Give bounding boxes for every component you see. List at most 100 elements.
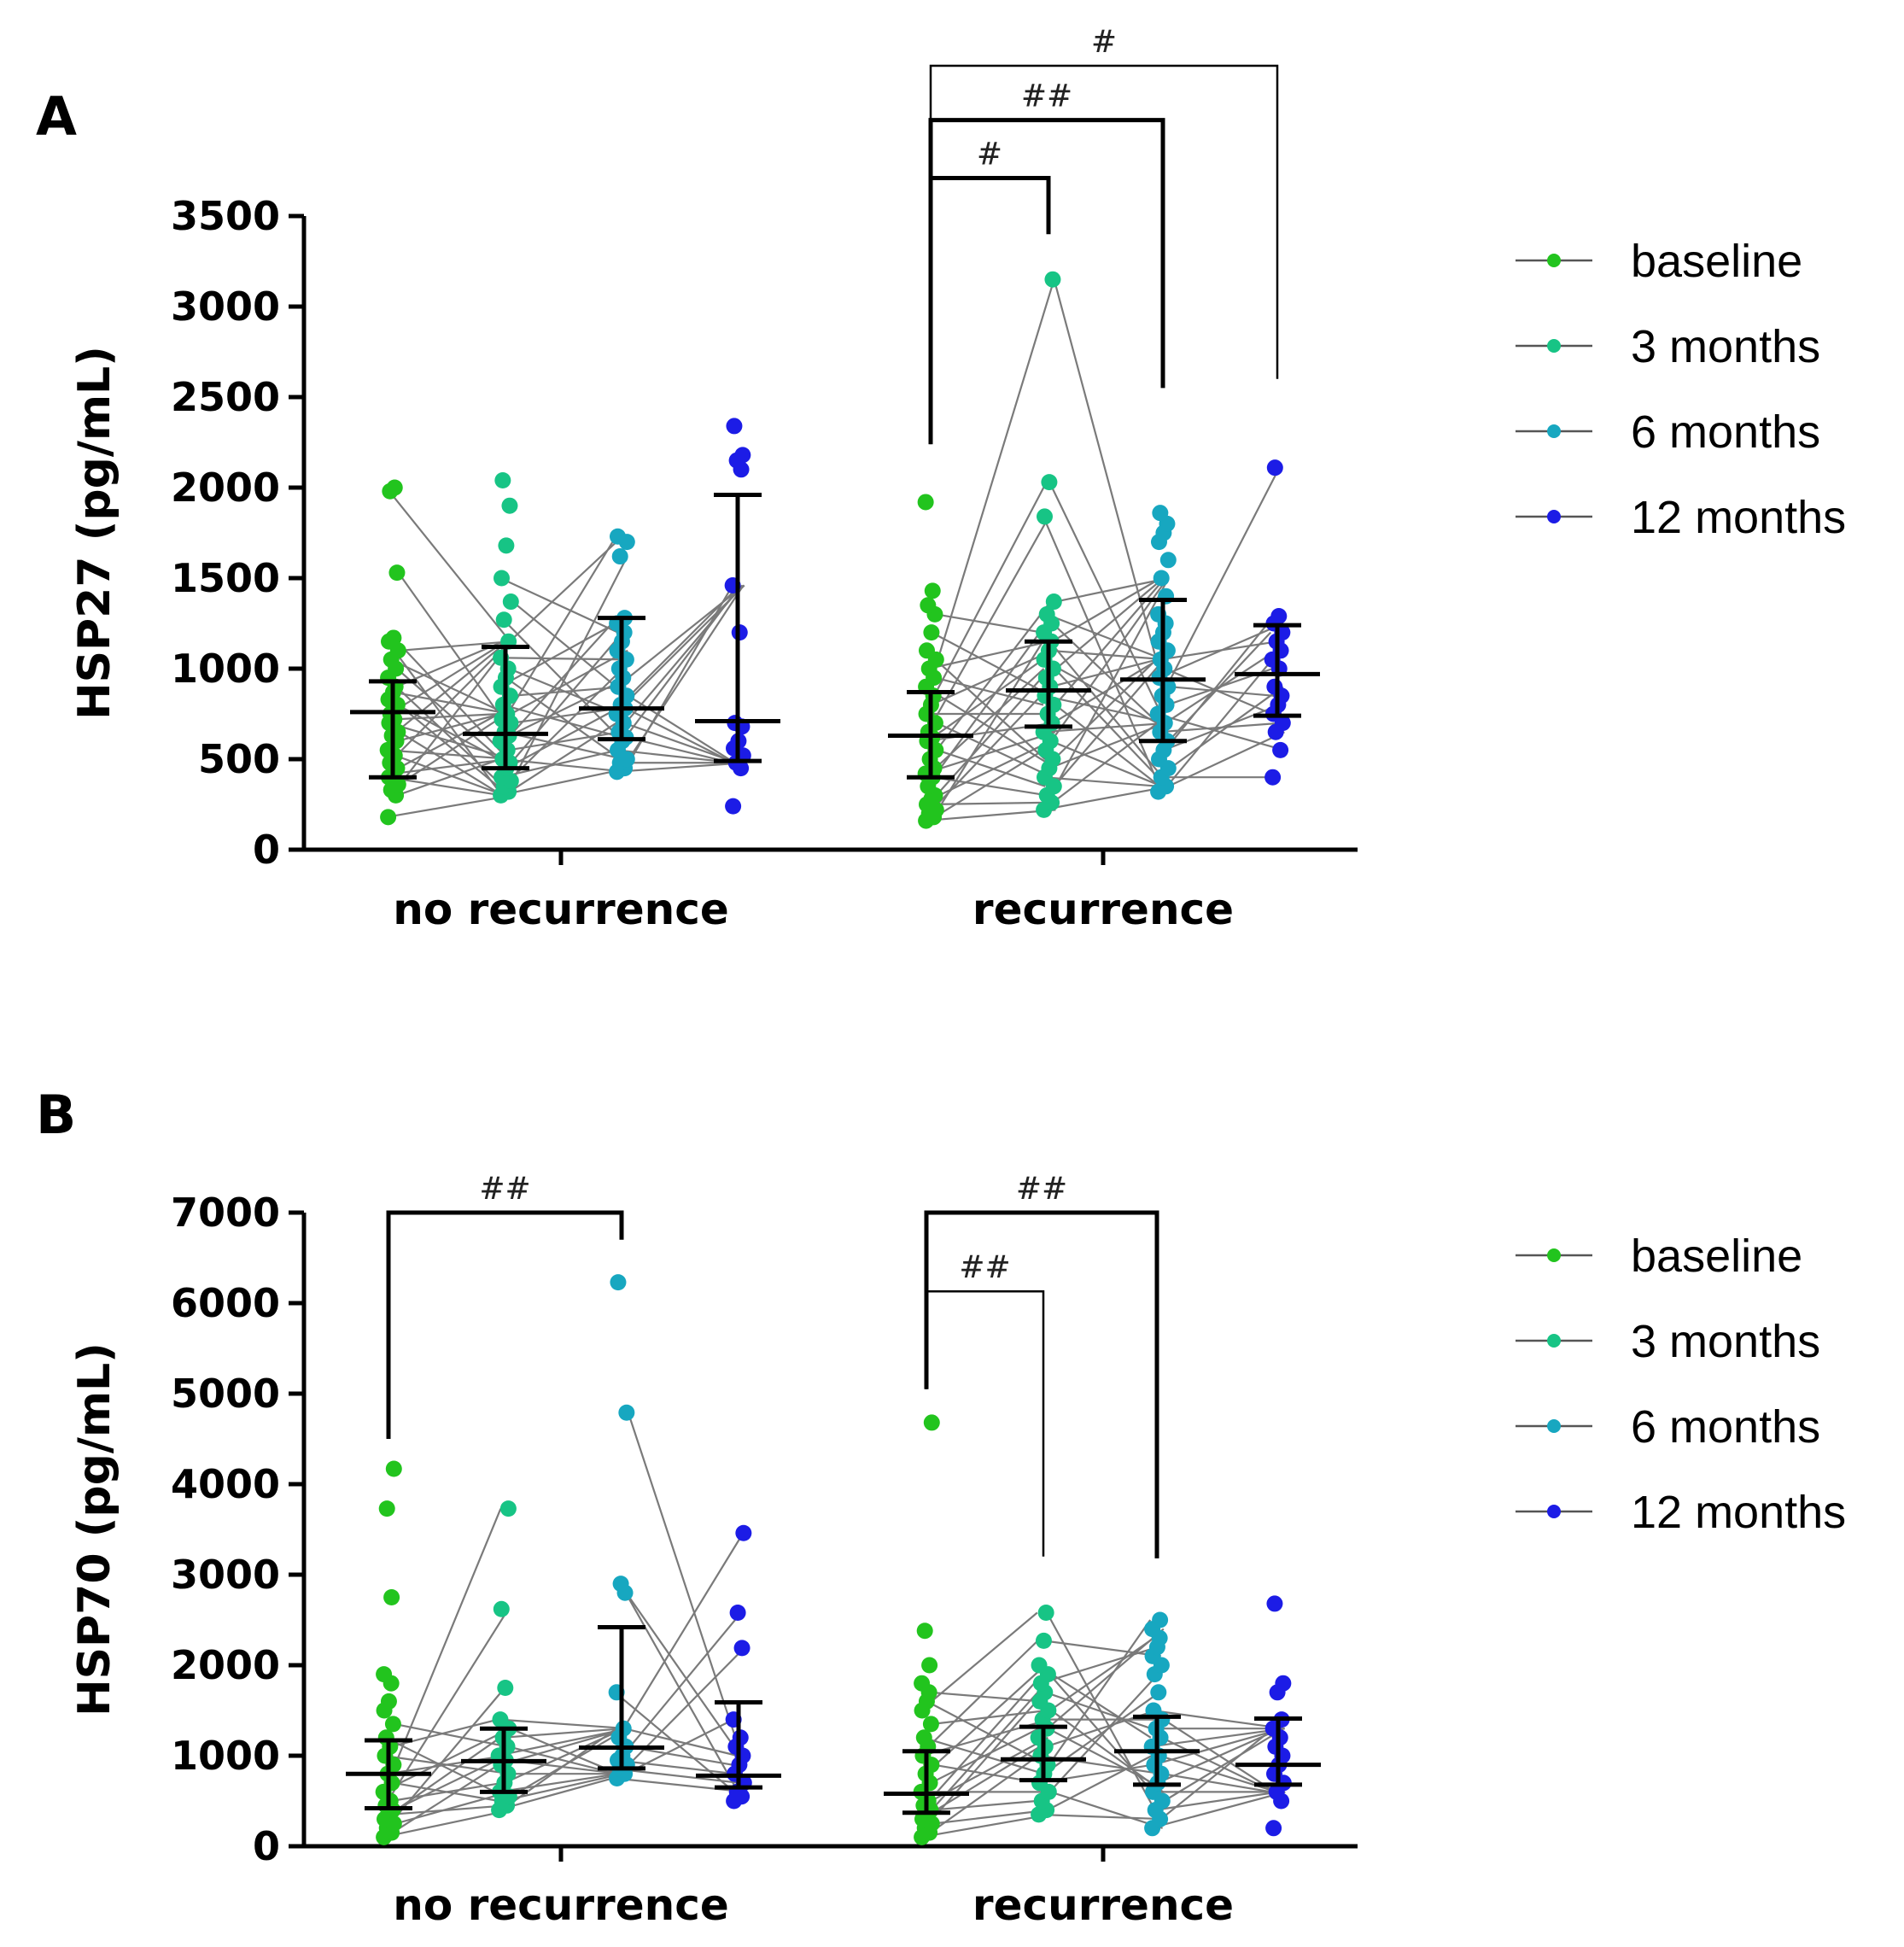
connecting-line bbox=[499, 749, 619, 779]
data-point bbox=[914, 1675, 931, 1692]
connecting-line bbox=[614, 1691, 746, 1802]
data-point bbox=[388, 564, 406, 582]
data-point bbox=[384, 1716, 401, 1733]
data-point bbox=[1037, 508, 1053, 525]
connecting-line bbox=[393, 691, 511, 716]
connecting-line bbox=[1155, 712, 1285, 751]
data-point bbox=[916, 1622, 933, 1640]
data-point bbox=[922, 1716, 939, 1733]
connecting-line bbox=[510, 640, 616, 763]
connecting-line bbox=[926, 516, 1050, 733]
data-point bbox=[385, 629, 402, 646]
connecting-line bbox=[625, 707, 734, 764]
connecting-line bbox=[509, 617, 618, 737]
connecting-line bbox=[1050, 1791, 1163, 1829]
data-point bbox=[610, 528, 626, 545]
connecting-line bbox=[932, 658, 1044, 739]
connecting-line bbox=[616, 584, 745, 688]
legend-label: 3 months bbox=[1631, 1316, 1820, 1367]
data-point bbox=[921, 1657, 938, 1674]
y-axis-title: HSP70 (pg/mL) bbox=[69, 1342, 120, 1716]
connecting-line bbox=[932, 1799, 1037, 1811]
connecting-line bbox=[615, 1777, 746, 1793]
connecting-line bbox=[394, 757, 509, 775]
connecting-line bbox=[1043, 1640, 1161, 1658]
connecting-line bbox=[1054, 704, 1161, 787]
data-point bbox=[611, 548, 628, 565]
significance-label: ## bbox=[1021, 79, 1072, 114]
connecting-line bbox=[619, 1583, 742, 1798]
data-point bbox=[923, 624, 940, 641]
connecting-line bbox=[936, 722, 1053, 779]
data-point bbox=[498, 537, 515, 554]
connecting-line bbox=[386, 749, 512, 761]
significance-label: ## bbox=[479, 1172, 530, 1207]
connecting-line bbox=[628, 584, 745, 760]
data-point bbox=[1266, 678, 1283, 695]
connecting-line bbox=[500, 649, 628, 721]
connecting-line bbox=[932, 776, 1048, 797]
connecting-line bbox=[1054, 577, 1170, 787]
group-no-recurrence: ## bbox=[346, 1172, 781, 1845]
legend-marker bbox=[1547, 424, 1561, 438]
y-tick-label: 4000 bbox=[171, 1461, 280, 1507]
connecting-line bbox=[622, 1611, 742, 1757]
connecting-line bbox=[920, 1611, 1038, 1711]
legend-marker bbox=[1547, 254, 1561, 267]
connecting-line bbox=[502, 704, 622, 739]
connecting-line bbox=[924, 809, 1056, 822]
data-point bbox=[729, 1605, 746, 1622]
connecting-line bbox=[400, 640, 511, 652]
significance-label: # bbox=[1091, 25, 1117, 60]
connecting-line bbox=[1152, 1709, 1285, 1730]
data-point bbox=[1037, 1605, 1054, 1622]
connecting-line bbox=[497, 1773, 629, 1811]
y-tick-label: 500 bbox=[198, 736, 280, 782]
data-point bbox=[915, 1729, 932, 1746]
connecting-line bbox=[1163, 1728, 1285, 1802]
connecting-line bbox=[1046, 613, 1165, 661]
connecting-line bbox=[925, 649, 1046, 760]
category-label: recurrence bbox=[972, 885, 1234, 934]
significance-bracket bbox=[925, 1289, 1045, 1557]
connecting-line bbox=[502, 618, 623, 742]
legend-label: baseline bbox=[1631, 236, 1802, 287]
connecting-line bbox=[394, 1759, 498, 1811]
data-point bbox=[610, 1274, 627, 1291]
connecting-line bbox=[1150, 1791, 1286, 1829]
connecting-line bbox=[1037, 1664, 1152, 1739]
connecting-line bbox=[928, 640, 1050, 670]
connecting-line bbox=[498, 1773, 618, 1793]
connecting-line bbox=[389, 1804, 507, 1815]
connecting-line bbox=[614, 584, 745, 715]
y-tick-label: 3000 bbox=[171, 1552, 280, 1598]
significance-bracket bbox=[928, 175, 1051, 445]
data-point bbox=[1264, 769, 1282, 786]
y-tick-label: 7000 bbox=[171, 1190, 280, 1236]
data-point bbox=[497, 1680, 514, 1696]
legend-label: 6 months bbox=[1631, 1401, 1820, 1453]
connecting-line bbox=[625, 1592, 735, 1748]
data-point bbox=[1265, 1820, 1282, 1837]
connecting-line bbox=[925, 801, 1045, 806]
data-point bbox=[726, 418, 743, 435]
connecting-line bbox=[1043, 776, 1159, 787]
connecting-line bbox=[926, 1700, 1048, 1766]
connecting-line bbox=[930, 1691, 1042, 1703]
data-point bbox=[501, 497, 518, 514]
connecting-line bbox=[397, 572, 500, 715]
y-tick-label: 1500 bbox=[171, 555, 280, 601]
connecting-line bbox=[1153, 1728, 1283, 1766]
connecting-line bbox=[388, 640, 507, 715]
data-point bbox=[1272, 741, 1289, 758]
data-point bbox=[1275, 1675, 1292, 1692]
connecting-line bbox=[933, 1809, 1049, 1825]
group-recurrence: #### bbox=[888, 25, 1320, 829]
data-point bbox=[1152, 1611, 1169, 1628]
data-point bbox=[494, 570, 510, 587]
connecting-line bbox=[931, 649, 1054, 706]
connecting-line bbox=[1164, 667, 1272, 716]
connecting-line bbox=[1154, 1791, 1280, 1811]
connecting-line bbox=[931, 740, 1052, 800]
panel-letter: B bbox=[36, 1084, 76, 1146]
